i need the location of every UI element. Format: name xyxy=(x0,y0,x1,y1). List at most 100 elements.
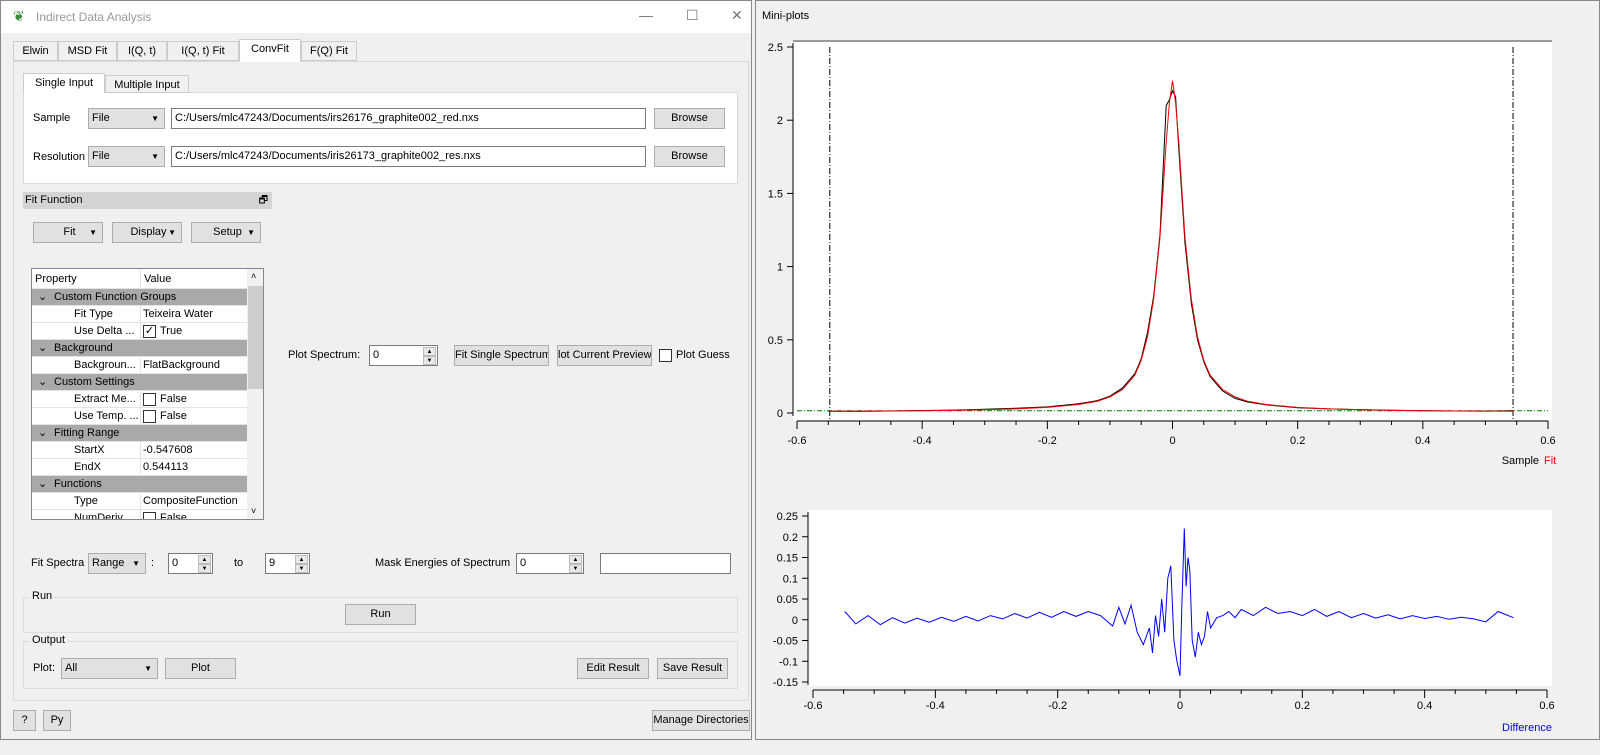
manage-directories-button[interactable]: Manage Directories xyxy=(652,710,750,731)
tree-property-row[interactable]: EndX 0.544113 xyxy=(32,459,247,476)
spectra-to-spinbox[interactable]: 9 ▲ ▼ xyxy=(265,553,310,574)
x-tick-label: 0 xyxy=(1177,700,1183,712)
spin-down-icon[interactable]: ▼ xyxy=(569,564,582,573)
run-button[interactable]: Run xyxy=(345,604,416,625)
spin-down-icon[interactable]: ▼ xyxy=(295,564,308,573)
value-checkbox[interactable] xyxy=(143,511,156,519)
property-value[interactable]: ✓ True xyxy=(140,323,247,340)
fit-single-spectrum-button[interactable]: Fit Single Spectrum xyxy=(454,345,549,366)
spin-down-icon[interactable]: ▼ xyxy=(423,356,436,365)
y-tick-label: 0.05 xyxy=(777,594,798,606)
chevron-down-icon[interactable]: ⌄ xyxy=(38,478,48,490)
help-button[interactable]: ? xyxy=(13,710,36,731)
plot-spectrum-spinbox[interactable]: 0 ▲ ▼ xyxy=(369,345,438,366)
tab-elwin[interactable]: Elwin xyxy=(13,41,58,61)
scroll-up-icon[interactable]: ˄ xyxy=(251,271,257,281)
tree-property-row[interactable]: Extract Me... False xyxy=(32,391,247,408)
chevron-down-icon[interactable]: ⌄ xyxy=(38,342,48,354)
value-text: False xyxy=(160,393,187,405)
tree-property-row[interactable]: Fit Type Teixeira Water xyxy=(32,306,247,323)
plot-current-preview-button[interactable]: lot Current Preview xyxy=(557,345,652,366)
value-checkbox[interactable]: ✓ xyxy=(143,324,156,338)
bottom-plot-area[interactable] xyxy=(808,510,1552,686)
setup-menu-button[interactable]: Setup ▼ xyxy=(191,222,261,243)
minimize-button[interactable]: — xyxy=(639,7,653,23)
spin-down-icon[interactable]: ▼ xyxy=(198,564,211,573)
property-value[interactable]: False xyxy=(140,408,247,425)
top-plot-area[interactable] xyxy=(793,40,1552,420)
app-logo-icon: ❦ xyxy=(13,8,25,24)
x-tick-label: -0.2 xyxy=(1048,700,1067,712)
tree-group-row[interactable]: ⌄ Fitting Range xyxy=(32,425,247,442)
tree-property-row[interactable]: NumDeriv False xyxy=(32,510,247,519)
tree-property-row[interactable]: StartX -0.547608 xyxy=(32,442,247,459)
x-tick-label: -0.4 xyxy=(913,435,932,447)
tab-msd-fit[interactable]: MSD Fit xyxy=(58,41,117,61)
save-result-button[interactable]: Save Result xyxy=(657,658,728,679)
property-value[interactable]: -0.547608 xyxy=(140,442,247,459)
mask-spectrum-spinbox[interactable]: 0 ▲ ▼ xyxy=(516,553,584,574)
tree-property-row[interactable]: Use Temp. ... False xyxy=(32,408,247,425)
close-button[interactable]: ✕ xyxy=(731,7,743,23)
tree-scrollbar[interactable]: ˄ ˅ xyxy=(247,269,263,519)
fit-spectra-mode-combo[interactable]: Range ▼ xyxy=(88,553,146,574)
spectra-from-spinbox[interactable]: 0 ▲ ▼ xyxy=(168,553,213,574)
scrollbar-thumb[interactable] xyxy=(248,286,263,389)
tree-group-row[interactable]: ⌄ Custom Function Groups xyxy=(32,289,247,306)
maximize-button[interactable]: ☐ xyxy=(686,7,699,23)
run-group-label: Run xyxy=(30,590,55,602)
property-value[interactable]: False xyxy=(140,510,247,519)
tab-iqt[interactable]: I(Q, t) xyxy=(117,41,167,61)
tree-group-row[interactable]: ⌄ Custom Settings xyxy=(32,374,247,391)
value-checkbox[interactable] xyxy=(143,409,156,423)
spin-up-icon[interactable]: ▲ xyxy=(569,555,582,564)
edit-result-button[interactable]: Edit Result xyxy=(577,658,649,679)
y-tick-label: 1.5 xyxy=(768,188,783,200)
tab-single-input[interactable]: Single Input xyxy=(23,73,105,93)
spin-up-icon[interactable]: ▲ xyxy=(423,347,436,356)
chevron-down-icon[interactable]: ⌄ xyxy=(38,427,48,439)
plot-button[interactable]: Plot xyxy=(165,658,236,679)
tree-group-row[interactable]: ⌄ Background xyxy=(32,340,247,357)
y-tick-label: 0.5 xyxy=(768,335,783,347)
tab-fq-fit[interactable]: F(Q) Fit xyxy=(301,41,357,61)
y-tick-label: -0.05 xyxy=(773,636,798,648)
plot-guess-checkbox[interactable] xyxy=(659,349,672,362)
property-value[interactable]: 0.544113 xyxy=(140,459,247,476)
property-tree[interactable]: Property Value ⌄ Custom Function Groups Fi… xyxy=(31,268,264,520)
display-menu-button[interactable]: Display ▼ xyxy=(112,222,182,243)
float-window-icon[interactable]: 🗗 xyxy=(258,195,268,206)
property-value[interactable]: False xyxy=(140,391,247,408)
y-tick-label: -0.1 xyxy=(779,656,798,668)
chevron-down-icon[interactable]: ⌄ xyxy=(38,376,48,388)
fit-menu-button[interactable]: Fit ▼ xyxy=(33,222,103,243)
tab-multiple-input[interactable]: Multiple Input xyxy=(105,75,189,93)
spin-up-icon[interactable]: ▲ xyxy=(198,555,211,564)
property-value[interactable]: FlatBackground xyxy=(140,357,247,374)
value-checkbox[interactable] xyxy=(143,392,156,406)
tree-property-row[interactable]: Type CompositeFunction xyxy=(32,493,247,510)
tab-iqt-fit[interactable]: I(Q, t) Fit xyxy=(167,41,239,61)
tree-property-row[interactable]: Backgroun... FlatBackground xyxy=(32,357,247,374)
property-column-header[interactable]: Property xyxy=(35,273,77,285)
spectra-to-value: 9 xyxy=(269,557,276,569)
legend-fit: Fit xyxy=(1544,455,1556,467)
scroll-down-icon[interactable]: ˅ xyxy=(251,506,257,516)
mask-energies-input[interactable] xyxy=(600,553,731,574)
tab-convfit[interactable]: ConvFit xyxy=(239,39,301,62)
resolution-path-field[interactable]: C:/Users/mlc47243/Documents/iris26173_gr… xyxy=(171,146,646,167)
spin-up-icon[interactable]: ▲ xyxy=(295,555,308,564)
tree-group-row[interactable]: ⌄ Functions xyxy=(32,476,247,493)
sample-browse-button[interactable]: Browse xyxy=(654,108,725,129)
tree-property-row[interactable]: Use Delta ... ✓ True xyxy=(32,323,247,340)
chevron-down-icon[interactable]: ⌄ xyxy=(38,291,48,303)
resolution-type-combo[interactable]: File ▼ xyxy=(88,146,165,167)
python-button[interactable]: Py xyxy=(43,710,71,731)
property-value[interactable]: Teixeira Water xyxy=(140,306,247,323)
sample-type-combo[interactable]: File ▼ xyxy=(88,108,165,129)
sample-path-field[interactable]: C:/Users/mlc47243/Documents/irs26176_gra… xyxy=(171,108,646,129)
property-value[interactable]: CompositeFunction xyxy=(140,493,247,510)
plot-type-combo[interactable]: All ▼ xyxy=(61,658,158,679)
value-column-header[interactable]: Value xyxy=(140,269,171,289)
resolution-browse-button[interactable]: Browse xyxy=(654,146,725,167)
